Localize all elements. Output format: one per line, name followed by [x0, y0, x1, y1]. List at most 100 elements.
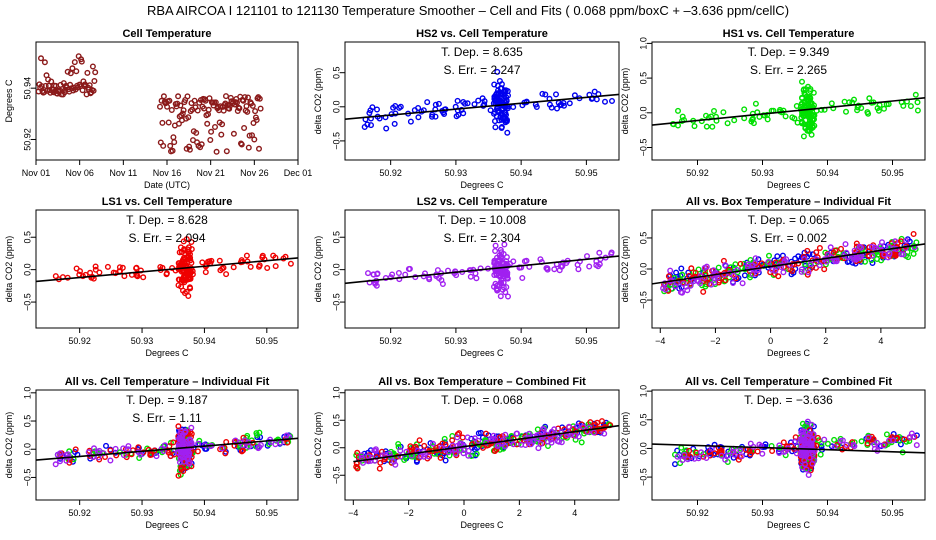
data-point	[246, 132, 253, 139]
data-point	[468, 453, 475, 460]
data-point	[249, 102, 256, 109]
data-point	[430, 440, 437, 447]
data-point	[71, 449, 78, 456]
data-point	[251, 136, 258, 143]
y-tick-label: 0.5	[331, 231, 341, 244]
data-point	[205, 106, 212, 113]
y-tick-label: −0.5	[638, 139, 648, 157]
data-point	[816, 244, 823, 251]
data-point	[392, 461, 399, 468]
data-point	[700, 288, 707, 295]
y-tick-label: 0.0	[331, 441, 341, 454]
data-point	[184, 93, 191, 100]
data-point	[221, 444, 228, 451]
data-point	[580, 423, 587, 430]
data-point	[252, 108, 259, 115]
x-tick-label: 50.92	[68, 336, 91, 346]
x-axis-label: Degrees C	[767, 520, 811, 530]
y-tick-label: −0.5	[22, 293, 32, 311]
data-point	[166, 97, 173, 104]
data-point	[793, 450, 800, 457]
data-point	[811, 447, 818, 454]
data-point	[395, 270, 402, 277]
data-point	[678, 265, 685, 272]
chart-panel-2: HS2 vs. Cell Temperature 50.92 50.93 50.94 5…	[313, 28, 620, 190]
data-point	[503, 261, 510, 268]
y-tick-label: −0.5	[638, 468, 648, 486]
data-point	[703, 455, 710, 462]
y-axis-label: delta CO2 (ppm)	[313, 412, 323, 479]
data-point	[465, 447, 472, 454]
data-point	[798, 268, 805, 275]
data-point	[159, 119, 166, 126]
data-point	[226, 105, 233, 112]
data-point	[67, 70, 74, 77]
data-point	[913, 442, 920, 449]
data-point	[528, 441, 535, 448]
data-point	[57, 458, 64, 465]
data-point	[827, 244, 834, 251]
data-point	[223, 271, 230, 278]
data-point	[494, 443, 501, 450]
data-point	[230, 264, 237, 271]
data-point	[539, 90, 546, 97]
data-point	[367, 107, 374, 114]
data-point	[745, 261, 752, 268]
data-point	[814, 434, 821, 441]
data-point	[869, 260, 876, 267]
x-tick-label: 50.94	[816, 508, 839, 518]
data-point	[391, 120, 398, 127]
data-point	[793, 102, 800, 109]
data-point	[140, 274, 147, 281]
data-point	[52, 461, 59, 468]
data-point	[272, 263, 279, 270]
data-point	[467, 273, 474, 280]
data-point	[390, 458, 397, 465]
fit-line	[652, 243, 925, 285]
data-point	[161, 442, 168, 449]
data-point	[739, 280, 746, 287]
x-tick-label: Nov 16	[153, 168, 182, 178]
data-point	[213, 148, 220, 155]
data-point	[879, 239, 886, 246]
y-tick-label: 50.92	[22, 128, 32, 151]
data-point	[774, 253, 781, 260]
data-point	[504, 275, 511, 282]
data-point	[711, 441, 718, 448]
data-point	[571, 92, 578, 99]
chart-title: All vs. Box Temperature – Individual Fit	[686, 196, 892, 208]
x-tick-label: 50.95	[575, 336, 598, 346]
data-point	[735, 456, 742, 463]
y-axis-label: Degrees C	[4, 79, 14, 123]
data-point	[179, 287, 186, 294]
data-point	[683, 283, 690, 290]
data-point	[417, 453, 424, 460]
data-point	[188, 238, 195, 245]
plot-frame	[344, 41, 620, 161]
data-point	[464, 434, 471, 441]
x-tick-label: 50.93	[131, 508, 154, 518]
data-point	[772, 267, 779, 274]
data-point	[368, 122, 375, 129]
data-point	[199, 259, 206, 266]
data-point	[837, 438, 844, 445]
data-point	[759, 450, 766, 457]
data-point	[475, 97, 482, 104]
data-point	[165, 449, 172, 456]
data-point	[389, 271, 396, 278]
data-point	[556, 438, 563, 445]
data-point	[180, 238, 187, 245]
data-point	[41, 89, 48, 96]
data-point	[881, 251, 888, 258]
data-point	[535, 445, 542, 452]
x-tick-label: 50.92	[379, 336, 402, 346]
data-point	[701, 264, 708, 271]
data-point	[459, 434, 466, 441]
data-point	[900, 251, 907, 258]
y-tick-label: −0.5	[638, 291, 648, 309]
y-tick-label: −0.5	[331, 293, 341, 311]
data-point	[868, 433, 875, 440]
data-point	[137, 267, 144, 274]
data-point	[791, 439, 798, 446]
data-point	[813, 264, 820, 271]
